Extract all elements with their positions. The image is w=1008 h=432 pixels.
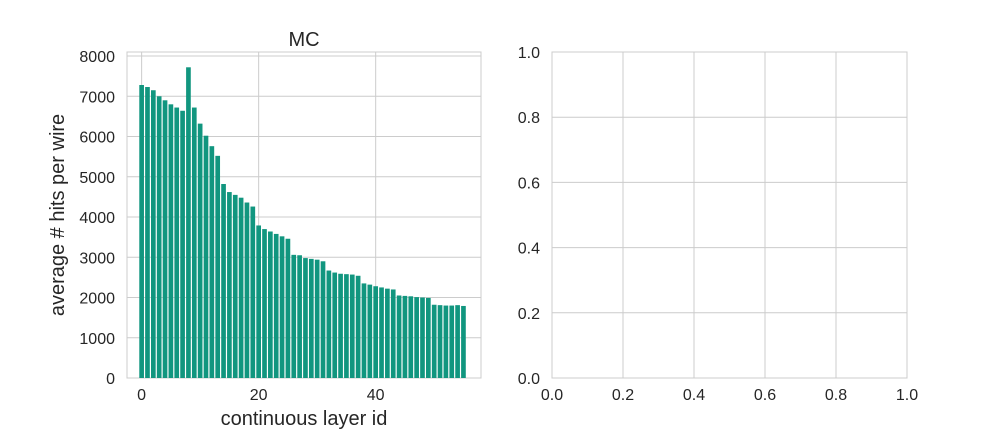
bar [244, 202, 250, 378]
x-tick-label: 0.2 [612, 387, 634, 404]
bar [425, 297, 431, 378]
bar [256, 225, 261, 378]
bar [273, 233, 279, 378]
bar [197, 123, 203, 379]
bar [174, 107, 180, 378]
y-tick-label: 0 [106, 371, 115, 388]
bar [437, 305, 443, 378]
bar [215, 155, 221, 378]
y-tick-label: 8000 [79, 49, 115, 66]
bar [414, 297, 419, 378]
bar [449, 305, 455, 378]
bar [408, 296, 414, 378]
bar [186, 67, 191, 379]
bar [385, 288, 390, 378]
y-tick-label: 2000 [79, 291, 115, 308]
x-tick-labels: 0 20 40 [137, 387, 385, 404]
plot-area-empty [551, 51, 908, 379]
bar [320, 261, 326, 378]
y-tick-label: 1.0 [518, 45, 540, 62]
bar [209, 146, 215, 378]
bar [279, 236, 285, 378]
bar [355, 275, 361, 378]
bar [139, 85, 144, 378]
bar [349, 274, 355, 378]
bar [262, 229, 267, 378]
bar [332, 272, 338, 378]
y-tick-label: 0.6 [518, 175, 540, 192]
bar [314, 259, 320, 378]
bar [396, 295, 402, 378]
y-tick-label: 7000 [79, 89, 115, 106]
y-tick-label: 4000 [79, 210, 115, 227]
bar [162, 100, 168, 378]
bar [443, 305, 449, 378]
bar [203, 135, 209, 378]
x-axis-label: continuous layer id [221, 408, 388, 430]
y-tick-label: 0.8 [518, 110, 540, 127]
x-tick-label: 1.0 [896, 387, 918, 404]
bar [150, 90, 156, 379]
bar [250, 206, 256, 378]
y-tick-labels-empty: 0.0 0.2 0.4 0.6 0.8 1.0 [518, 45, 540, 388]
y-tick-label: 1000 [79, 331, 115, 348]
x-tick-label: 20 [250, 387, 268, 404]
bar [268, 231, 273, 378]
x-tick-label: 0.0 [541, 387, 563, 404]
x-tick-label: 0.4 [683, 387, 705, 404]
bar [227, 192, 232, 378]
bar [291, 254, 297, 378]
x-tick-label: 0 [137, 387, 146, 404]
bar [402, 295, 408, 378]
bar [326, 270, 332, 378]
bar [338, 273, 343, 378]
bar [221, 184, 226, 378]
x-tick-label: 40 [367, 387, 385, 404]
y-tick-label: 6000 [79, 130, 115, 147]
bar [308, 258, 314, 378]
y-tick-label: 0.2 [518, 306, 540, 323]
bar [431, 304, 437, 378]
x-tick-labels-empty: 0.0 0.2 0.4 0.6 0.8 1.0 [541, 387, 918, 404]
bar [156, 96, 162, 378]
bar [285, 238, 291, 378]
bar [344, 274, 349, 378]
bar [297, 255, 302, 378]
x-tick-label: 0.8 [825, 387, 847, 404]
bar [145, 87, 150, 378]
bar [232, 194, 238, 378]
bar [303, 258, 308, 378]
empty-axes: 0.0 0.2 0.4 0.6 0.8 1.0 0.0 0.2 0.4 0.6 0.8 1.0 [518, 45, 918, 404]
bar [180, 110, 185, 378]
bar [461, 305, 466, 378]
bar [379, 287, 384, 378]
x-tick-label: 0.6 [754, 387, 776, 404]
chart-title: MC [288, 29, 319, 51]
y-tick-label: 3000 [79, 250, 115, 267]
bar [373, 286, 379, 378]
bar [455, 305, 460, 378]
bar [238, 197, 244, 378]
bar [168, 104, 174, 378]
y-tick-label: 0.4 [518, 241, 540, 258]
bar [420, 297, 425, 378]
bar [390, 289, 396, 378]
bar [191, 107, 197, 378]
bar [367, 284, 373, 378]
bars [139, 67, 466, 379]
y-axis-label: average # hits per wire [47, 114, 69, 316]
y-tick-label: 0.0 [518, 371, 540, 388]
gridlines-empty [551, 51, 908, 379]
y-tick-labels: 0 1000 2000 3000 4000 5000 6000 7000 8000 [79, 49, 115, 388]
bar [361, 283, 367, 378]
y-tick-label: 5000 [79, 170, 115, 187]
